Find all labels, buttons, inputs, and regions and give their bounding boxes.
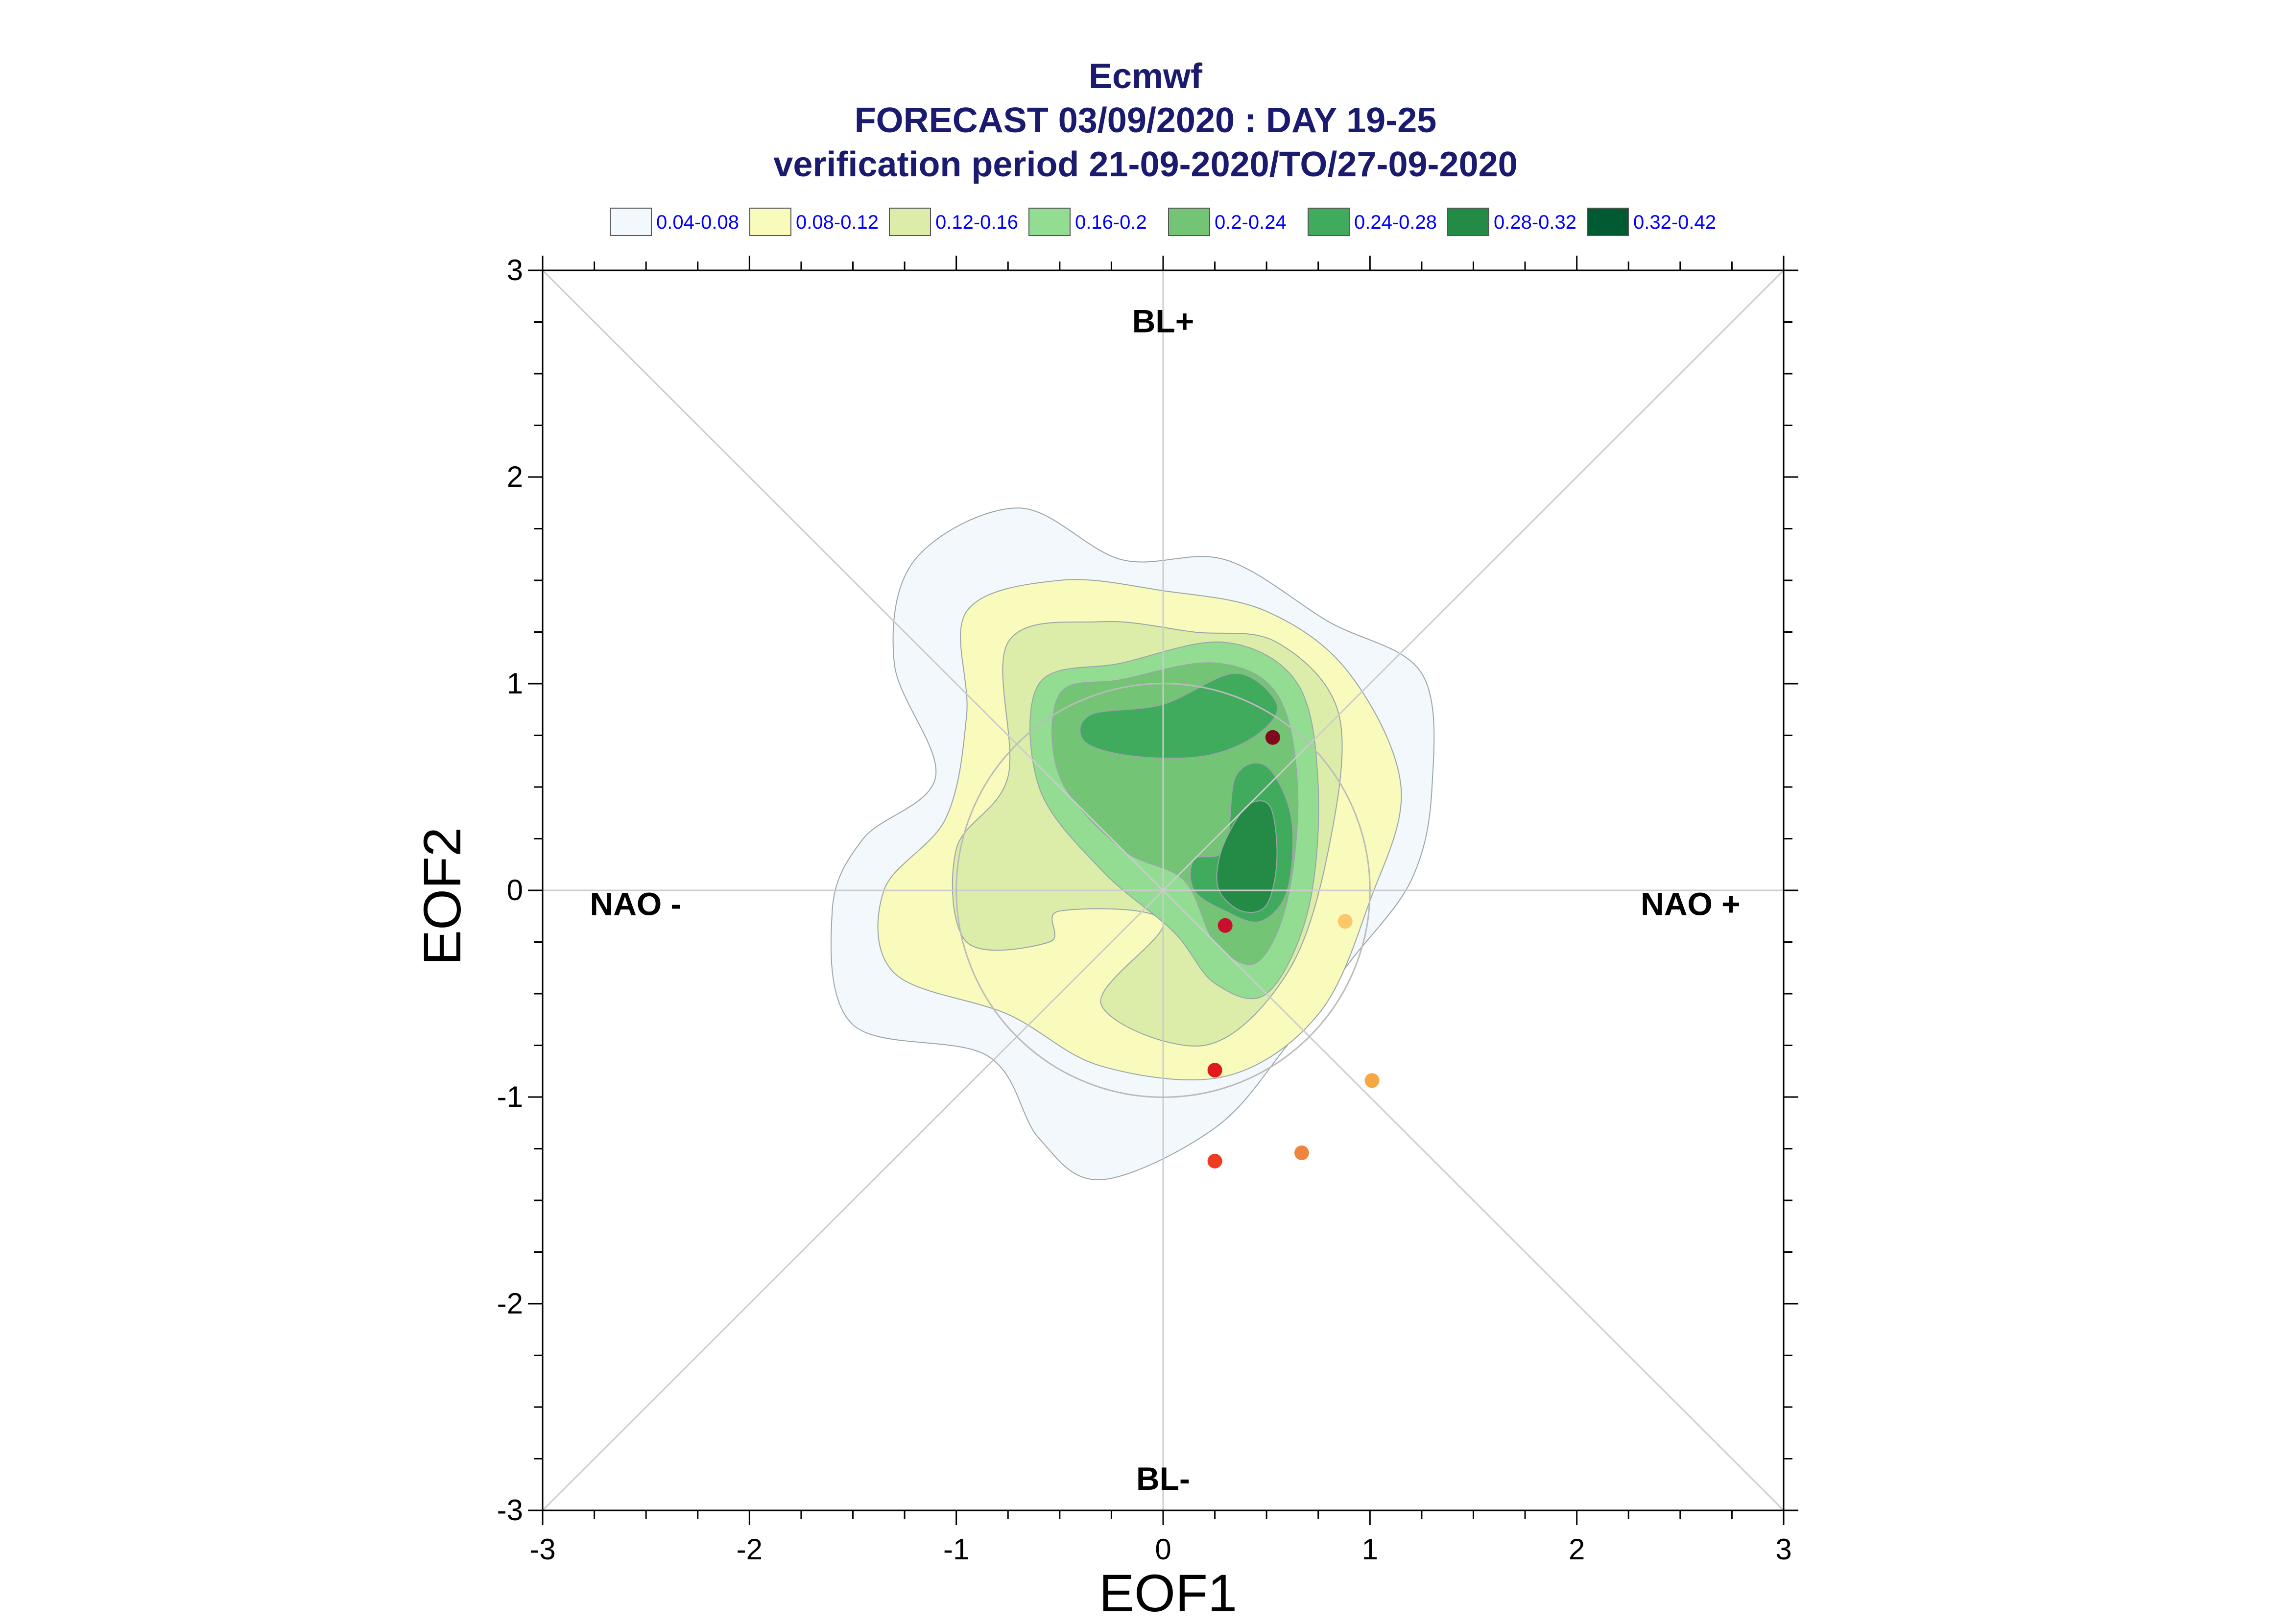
x-tick-label: 1 (1362, 1533, 1378, 1566)
x-tick-label: 3 (1775, 1533, 1791, 1566)
regime-label: BL- (1136, 1460, 1190, 1497)
legend-label: 0.32-0.42 (1633, 212, 1716, 233)
legend-label: 0.08-0.12 (796, 212, 879, 233)
y-tick-label: 0 (507, 874, 523, 907)
reference-circle (955, 683, 1371, 1098)
data-point (1217, 918, 1233, 933)
legend-swatch (889, 208, 931, 236)
legend-label: 0.28-0.32 (1494, 212, 1576, 233)
y-tick-label: -2 (497, 1287, 523, 1320)
legend-label: 0.2-0.24 (1215, 212, 1287, 233)
regime-label: NAO + (1641, 886, 1741, 922)
tick-group: -3 -2 -1 0 1 2 3 -3 -2 -1 0 1 2 3 (497, 254, 1798, 1566)
legend-swatch (1028, 208, 1071, 236)
regime-label: NAO - (590, 886, 682, 922)
y-tick-label: -3 (497, 1494, 523, 1527)
chart-title-line-3: verification period 21-09-2020/TO/27-09-… (773, 145, 1517, 184)
x-tick-label: 0 (1155, 1533, 1171, 1566)
legend-swatch (1308, 208, 1350, 236)
legend-label: 0.16-0.2 (1075, 212, 1147, 233)
data-point (1265, 730, 1280, 745)
legend-label: 0.12-0.16 (935, 212, 1018, 233)
legend-swatch (1447, 208, 1489, 236)
y-axis-label: EOF2 (412, 827, 472, 965)
x-tick-label: -1 (943, 1533, 969, 1566)
chart-title-line-1: Ecmwf (1089, 57, 1203, 96)
chart-title-group: Ecmwf FORECAST 03/09/2020 : DAY 19-25 ve… (773, 57, 1517, 184)
data-point (1207, 1063, 1222, 1078)
y-tick-label: 1 (507, 667, 523, 700)
data-point (1337, 914, 1353, 929)
y-tick-label: 3 (507, 254, 523, 287)
x-tick-label: 2 (1569, 1533, 1585, 1566)
x-tick-label: -2 (737, 1533, 763, 1566)
y-tick-label: 2 (507, 460, 523, 493)
legend-label: 0.04-0.08 (656, 212, 739, 233)
density-contour (1216, 800, 1278, 913)
chart-title-line-2: FORECAST 03/09/2020 : DAY 19-25 (855, 101, 1437, 140)
y-tick-label: -1 (497, 1080, 523, 1113)
chart-legend: 0.04-0.08 0.08-0.12 0.12-0.16 0.16-0.2 0.2-0… (610, 208, 1716, 236)
data-point (1207, 1153, 1222, 1169)
x-tick-label: -3 (529, 1533, 555, 1566)
x-axis-label: EOF1 (1099, 1563, 1237, 1622)
data-point (1364, 1073, 1380, 1088)
data-point (1294, 1145, 1309, 1160)
legend-swatch (1587, 208, 1629, 236)
plot-area: BL+ BL- NAO - NAO + -3 -2 -1 0 1 2 3 -3 -2 -1 0 1 2 3 (497, 254, 1798, 1566)
legend-swatch (1168, 208, 1210, 236)
legend-swatch (610, 208, 652, 236)
legend-label: 0.24-0.28 (1354, 212, 1437, 233)
legend-swatch (749, 208, 791, 236)
regime-label: BL+ (1132, 303, 1194, 339)
plot-inner (543, 270, 1784, 1510)
